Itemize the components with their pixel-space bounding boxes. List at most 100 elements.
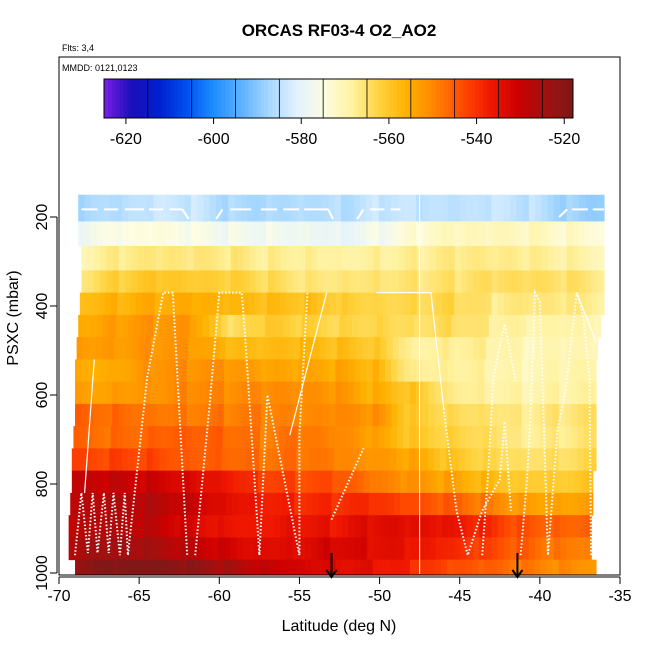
heatmap-cell — [516, 537, 524, 561]
heatmap-cell — [280, 515, 287, 538]
heatmap-cell — [112, 515, 119, 538]
heatmap-cell — [202, 470, 209, 494]
heatmap-cell — [498, 245, 506, 271]
y-tick-label: 200 — [34, 204, 51, 231]
heatmap-cell — [533, 359, 541, 383]
heatmap-cell — [490, 359, 498, 383]
colorbar-segment — [197, 79, 203, 118]
heatmap-cell — [323, 359, 330, 383]
heatmap-cell — [277, 448, 285, 472]
y-tick-label: 800 — [34, 471, 51, 498]
heatmap-cell — [372, 381, 380, 405]
heatmap-cell — [296, 448, 304, 472]
heatmap-cell — [276, 470, 284, 494]
heatmap-cell — [392, 515, 399, 538]
heatmap-cell — [415, 448, 422, 472]
heatmap-cell — [154, 426, 162, 449]
heatmap-cell — [192, 381, 200, 405]
x-tick-label: -55 — [288, 588, 311, 605]
heatmap-cell — [324, 337, 332, 360]
heatmap-cell — [249, 537, 256, 561]
heatmap-cell — [591, 194, 599, 222]
heatmap-cell — [560, 515, 567, 538]
heatmap-cell — [340, 448, 347, 472]
heatmap-cell — [162, 270, 170, 294]
heatmap-cell — [485, 221, 492, 247]
heatmap-cell — [571, 403, 578, 427]
heatmap-cell — [143, 270, 151, 294]
heatmap-cell — [334, 194, 342, 222]
heatmap-cell — [267, 515, 275, 538]
heatmap-cell — [266, 426, 274, 449]
heatmap-cell — [429, 537, 437, 561]
heatmap-cell — [504, 270, 512, 294]
heatmap-cell — [571, 559, 578, 575]
colorbar-segment — [135, 79, 140, 118]
heatmap-cell — [583, 448, 591, 472]
heatmap-cell — [434, 194, 442, 222]
heatmap-cell — [298, 381, 306, 405]
heatmap-cell — [260, 292, 268, 316]
heatmap-cell — [373, 270, 381, 294]
heatmap-cell — [332, 470, 340, 494]
heatmap-cell — [194, 492, 202, 516]
heatmap-cell — [471, 381, 479, 405]
heatmap-cell — [93, 381, 101, 405]
heatmap-cell — [586, 492, 594, 516]
heatmap-cells — [68, 194, 605, 575]
heatmap-cell — [498, 337, 506, 360]
heatmap-cell — [252, 314, 260, 338]
heatmap-cell — [168, 537, 175, 561]
heatmap-cell — [223, 381, 231, 405]
heatmap-cell — [215, 314, 222, 338]
heatmap-cell — [144, 337, 152, 360]
heatmap-cell — [217, 359, 225, 383]
heatmap-cell — [485, 337, 493, 360]
heatmap-cell — [179, 426, 186, 449]
heatmap-cell — [242, 381, 250, 405]
colorbar-segment — [369, 79, 375, 118]
heatmap-cell — [390, 448, 397, 472]
heatmap-cell — [149, 403, 157, 427]
heatmap-cell — [558, 559, 566, 575]
heatmap-cell — [448, 245, 456, 271]
heatmap-cell — [322, 426, 330, 449]
heatmap-cell — [279, 359, 287, 383]
heatmap-cell — [405, 337, 413, 360]
colorbar-tick-label: -560 — [373, 131, 405, 148]
heatmap-cell — [115, 314, 123, 338]
heatmap-cell — [121, 314, 129, 338]
heatmap-cell — [373, 292, 380, 316]
heatmap-cell — [514, 448, 522, 472]
heatmap-cell — [75, 381, 82, 405]
heatmap-cell — [297, 194, 305, 222]
heatmap-cell — [140, 221, 148, 247]
heatmap-cell — [117, 292, 125, 316]
heatmap-cell — [177, 314, 185, 338]
heatmap-cell — [342, 270, 350, 294]
heatmap-cell — [316, 221, 323, 247]
heatmap-cell — [130, 403, 138, 427]
heatmap-cell — [554, 270, 562, 294]
heatmap-cell — [456, 470, 464, 494]
colorbar-segment — [506, 79, 511, 118]
heatmap-cell — [554, 245, 562, 271]
colorbar-segment — [143, 79, 148, 118]
heatmap-cell — [285, 403, 293, 427]
heatmap-cell — [208, 470, 216, 494]
heatmap-cell — [93, 270, 101, 294]
heatmap-cell — [217, 559, 225, 575]
heatmap-cell — [210, 292, 218, 316]
heatmap-cell — [267, 537, 275, 561]
heatmap-cell — [379, 515, 387, 538]
heatmap-cell — [228, 194, 236, 222]
heatmap-cell — [89, 337, 96, 360]
heatmap-cell — [368, 337, 375, 360]
heatmap-cell — [567, 470, 575, 494]
heatmap-cell — [484, 381, 492, 405]
heatmap-cell — [222, 194, 230, 222]
heatmap-cell — [597, 194, 605, 222]
heatmap-cell — [186, 381, 194, 405]
heatmap-cell — [422, 381, 430, 405]
heatmap-cell — [464, 448, 472, 472]
